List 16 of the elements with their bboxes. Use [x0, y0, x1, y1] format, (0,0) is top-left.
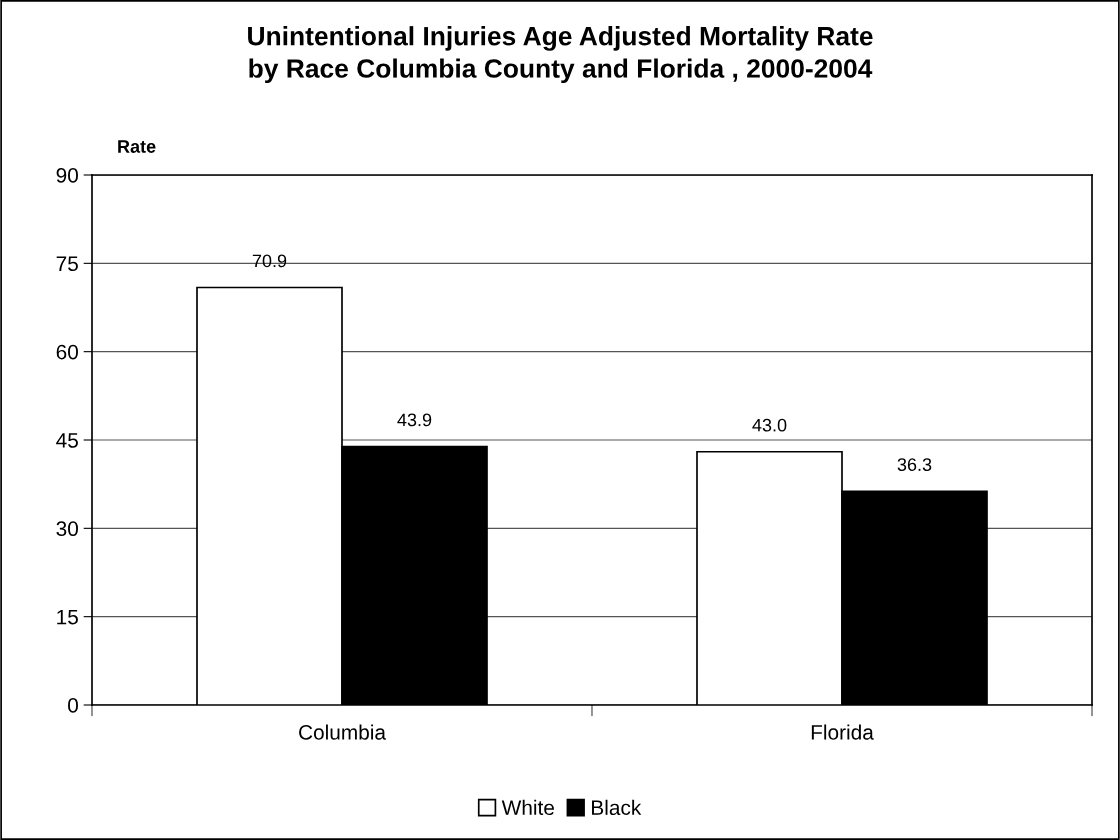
y-tick-label: 60: [56, 344, 78, 360]
data-label: 43.9: [397, 413, 432, 427]
y-tick-label: 0: [68, 698, 78, 713]
y-tick-label: 15: [57, 609, 78, 625]
x-tick-label: Florida: [811, 724, 874, 740]
chart-title: Unintentional Injuries Age Adjusted Mortality Rate by Race Columbia County and Florida , 2000-2004: [248, 26, 873, 84]
data-label: 36.3: [897, 458, 932, 471]
legend-label: White: [501, 799, 554, 816]
y-tick-label: 45: [56, 433, 78, 448]
y-axis-title: Rate: [118, 140, 156, 153]
data-label: 43.0: [752, 418, 787, 432]
y-tick-label: 30: [56, 521, 78, 537]
x-tick-label: Columbia: [299, 724, 386, 740]
y-tick-label: 75: [56, 256, 78, 272]
legend-label: Black: [592, 799, 642, 816]
y-tick-label: 90: [56, 168, 78, 183]
